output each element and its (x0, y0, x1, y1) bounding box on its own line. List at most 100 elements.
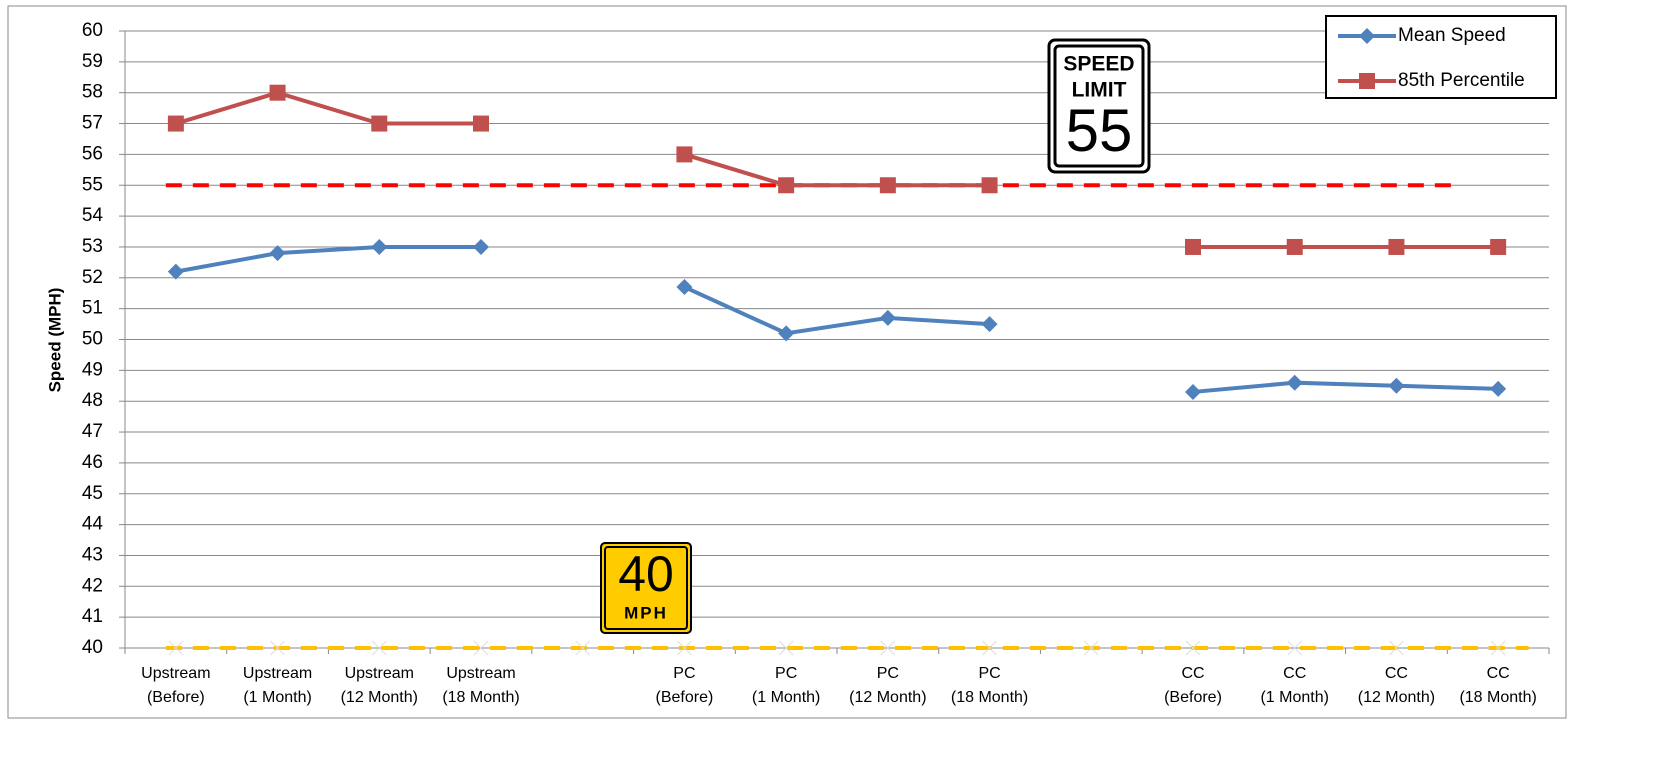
x-tick-label: (12 Month) (341, 689, 418, 706)
sign-text: SPEED (1063, 53, 1134, 76)
y-tick-label: 41 (82, 606, 103, 627)
y-tick-label: 56 (82, 143, 103, 164)
point (676, 146, 693, 163)
point (676, 279, 693, 296)
advisory-sign (600, 542, 692, 634)
y-tick-label: 51 (82, 298, 103, 319)
speed-limit-sign (1047, 38, 1151, 174)
y-tick-label: 43 (82, 544, 103, 565)
y-tick-label: 45 (82, 483, 103, 504)
y-tick-label: 46 (82, 452, 103, 473)
point (167, 115, 184, 132)
y-tick-label: 53 (82, 236, 103, 257)
point (879, 309, 896, 326)
point (1185, 238, 1201, 255)
y-tick-label: 57 (82, 113, 103, 134)
point (1388, 238, 1405, 255)
y-tick-label: 52 (82, 267, 103, 288)
point (778, 325, 795, 342)
y-axis-label: Speed (MPH) (45, 288, 64, 393)
x-tick-label: PC (978, 665, 1000, 682)
x-tick-label: CC (1385, 665, 1408, 682)
x-tick-label: (Before) (147, 689, 205, 706)
x-tick-label: (18 Month) (951, 689, 1028, 706)
point (1359, 28, 1375, 44)
point (473, 238, 489, 255)
point (1490, 380, 1507, 397)
y-tick-label: 47 (82, 421, 103, 442)
y-tick-label: 60 (82, 20, 103, 41)
point (1286, 374, 1303, 391)
point (981, 316, 998, 333)
x-tick-label: (Before) (656, 689, 714, 706)
point (371, 238, 388, 255)
series-line (175, 244, 1499, 394)
x-tick-label: Upstream (446, 665, 515, 682)
x-tick-label: Upstream (345, 665, 414, 682)
y-tick-label: 48 (82, 390, 103, 411)
x-tick-label: CC (1181, 665, 1204, 682)
point (167, 263, 184, 280)
x-tick-label: (12 Month) (849, 689, 926, 706)
y-tick-label: 49 (82, 359, 103, 380)
y-tick-label: 44 (82, 514, 104, 535)
signs: SPEED LIMIT 55 40 MPH (600, 38, 1151, 634)
reference-marker (168, 640, 184, 656)
point (778, 177, 795, 194)
y-tick-label: 54 (82, 205, 104, 226)
x-tick-label: (1 Month) (752, 689, 820, 706)
sign-number: 40 (618, 546, 674, 602)
x-tick-label: CC (1283, 665, 1306, 682)
x-tick-label: Upstream (243, 665, 312, 682)
point (1185, 383, 1201, 400)
reference-marker (982, 640, 997, 656)
x-tick-label: (12 Month) (1358, 689, 1435, 706)
point (473, 115, 489, 132)
reference-marker (1287, 640, 1303, 656)
series-line (175, 90, 1499, 249)
legend-label: Mean Speed (1398, 25, 1506, 46)
y-tick-label: 42 (82, 575, 103, 596)
y-tick-label: 58 (82, 82, 103, 103)
x-tick-label: (1 Month) (243, 689, 311, 706)
point (1286, 238, 1303, 255)
point (1359, 73, 1375, 89)
reference-marker (473, 640, 489, 656)
sign-number: 55 (1066, 97, 1133, 164)
reference-marker (677, 640, 692, 656)
point (269, 245, 286, 262)
point (879, 177, 896, 194)
x-tick-label: (Before) (1164, 689, 1222, 706)
reference-marker (880, 640, 896, 656)
reference-marker (270, 640, 285, 656)
reference-marker (1185, 640, 1201, 656)
chart-frame (7, 5, 1567, 719)
x-tick-label: PC (775, 665, 797, 682)
sign-border (1053, 44, 1145, 168)
sign-text: LIMIT (1072, 79, 1127, 102)
point (269, 84, 286, 101)
x-tick-label: PC (877, 665, 899, 682)
y-tick-label: 50 (82, 329, 103, 350)
point (1388, 377, 1405, 394)
y-tick-label: 55 (82, 174, 103, 195)
reference-marker (1490, 640, 1506, 656)
x-tick-label: (18 Month) (442, 689, 519, 706)
reference-marker (371, 640, 387, 656)
point (981, 177, 998, 194)
x-tick-label: CC (1487, 665, 1510, 682)
reference-marker (575, 640, 591, 656)
reference-marker (778, 640, 794, 656)
reference-marker (1083, 640, 1099, 656)
x-tick-label: (1 Month) (1260, 689, 1328, 706)
x-tick-label: Upstream (141, 665, 210, 682)
sign-text: MPH (624, 603, 668, 622)
y-tick-label: 59 (82, 51, 103, 72)
point (1490, 238, 1507, 255)
x-tick-label: PC (673, 665, 695, 682)
sign-border (604, 546, 688, 630)
x-tick-label: (18 Month) (1459, 689, 1536, 706)
point (371, 115, 388, 132)
y-tick-label: 40 (82, 637, 103, 658)
